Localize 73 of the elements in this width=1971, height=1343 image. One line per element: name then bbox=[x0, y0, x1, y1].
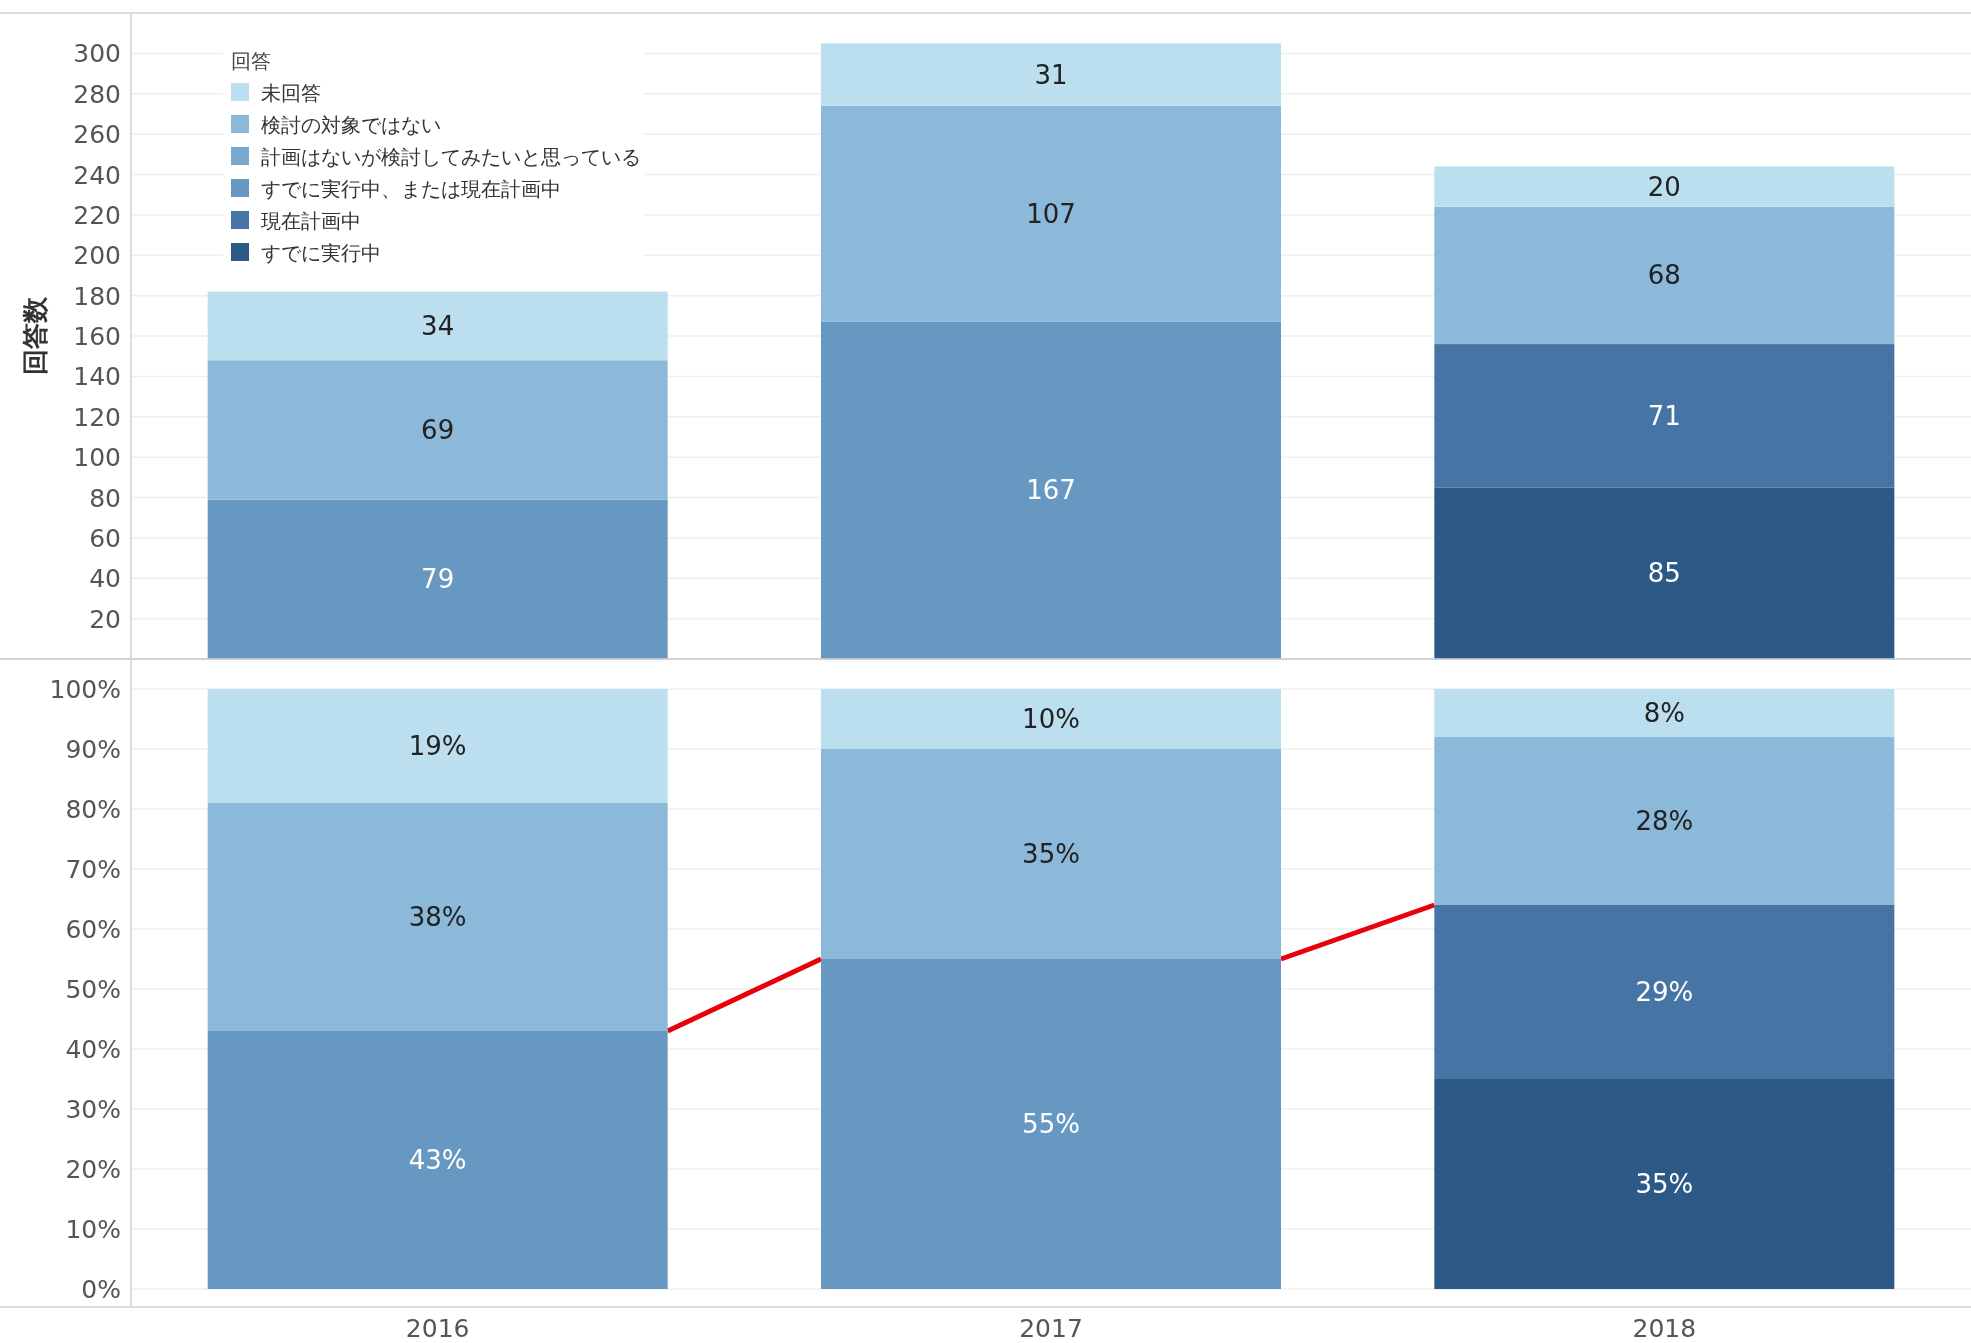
data-label: 107 bbox=[1026, 198, 1076, 229]
y-tick-label: 160 bbox=[73, 322, 121, 351]
y-tick-label: 20 bbox=[89, 604, 121, 634]
y-tick-label: 180 bbox=[73, 281, 121, 311]
data-label: 19% bbox=[408, 731, 467, 761]
y-tick-label: 40 bbox=[89, 564, 121, 594]
y-tick-label: 80% bbox=[65, 795, 121, 824]
bar bbox=[1434, 689, 1895, 737]
y-tick-label: 20% bbox=[65, 1155, 121, 1184]
y-tick-label: 70% bbox=[65, 855, 121, 884]
data-label: 28% bbox=[1635, 806, 1694, 836]
data-label: 34 bbox=[421, 310, 455, 341]
data-label: 35% bbox=[1635, 1169, 1694, 1199]
bar bbox=[207, 1031, 668, 1289]
legend-label: 未回答 bbox=[261, 81, 321, 105]
data-label: 31 bbox=[1034, 59, 1068, 90]
bar bbox=[1434, 344, 1895, 488]
bar bbox=[1434, 166, 1895, 207]
y-tick-label: 140 bbox=[73, 362, 121, 392]
legend-label: すでに実行中 bbox=[261, 241, 381, 265]
y-tick-label: 220 bbox=[73, 200, 121, 230]
bar bbox=[207, 360, 668, 500]
y-tick-label: 90% bbox=[65, 735, 121, 764]
y-tick-label: 40% bbox=[65, 1035, 121, 1064]
x-tick-label: 2016 bbox=[405, 1314, 470, 1343]
y-tick-label: 240 bbox=[73, 160, 121, 190]
data-label: 55% bbox=[1022, 1109, 1080, 1139]
data-label: 71 bbox=[1647, 400, 1681, 431]
y-tick-label: 280 bbox=[73, 79, 121, 109]
data-label: 68 bbox=[1647, 260, 1681, 291]
y-tick-label: 50% bbox=[65, 975, 121, 1004]
y-tick-label: 0% bbox=[81, 1275, 121, 1304]
legend-label: 検討の対象ではない bbox=[261, 113, 441, 137]
bar bbox=[1434, 1079, 1895, 1289]
bar bbox=[1434, 206, 1895, 345]
y-axis-title: 回答数 bbox=[20, 296, 50, 375]
y-tick-label: 80 bbox=[89, 483, 121, 513]
y-tick-label: 60 bbox=[89, 523, 121, 553]
bar bbox=[821, 689, 1281, 749]
data-label: 10% bbox=[1022, 704, 1080, 734]
data-label: 35% bbox=[1022, 839, 1080, 869]
bar bbox=[207, 291, 668, 361]
y-tick-label: 100% bbox=[49, 675, 121, 704]
data-label: 167 bbox=[1026, 475, 1076, 506]
data-label: 38% bbox=[408, 902, 467, 932]
bar bbox=[207, 689, 668, 803]
x-tick-label: 2017 bbox=[1019, 1314, 1083, 1343]
bar bbox=[821, 105, 1281, 322]
x-tick-label: 2018 bbox=[1632, 1314, 1697, 1343]
data-label: 69 bbox=[421, 414, 455, 445]
data-label: 85 bbox=[1647, 558, 1681, 589]
y-tick-label: 30% bbox=[65, 1095, 121, 1124]
bar bbox=[1434, 737, 1895, 905]
y-tick-label: 300 bbox=[73, 39, 121, 69]
y-tick-label: 200 bbox=[73, 241, 121, 271]
legend-label: 現在計画中 bbox=[261, 209, 361, 233]
y-tick-label: 10% bbox=[65, 1215, 121, 1244]
y-tick-label: 100 bbox=[73, 443, 121, 473]
data-label: 43% bbox=[408, 1145, 467, 1175]
legend-title: 回答 bbox=[231, 49, 271, 73]
y-tick-label: 260 bbox=[73, 120, 121, 150]
y-tick-label: 60% bbox=[65, 915, 121, 944]
data-label: 8% bbox=[1643, 698, 1685, 728]
legend-label: すでに実行中、または現在計画中 bbox=[261, 177, 561, 201]
legend-label: 計画はないが検討してみたいと思っている bbox=[261, 145, 641, 169]
data-label: 29% bbox=[1635, 977, 1694, 1007]
data-label: 79 bbox=[421, 564, 455, 595]
bar bbox=[207, 499, 668, 659]
bar bbox=[821, 43, 1281, 106]
y-tick-label: 120 bbox=[73, 402, 121, 432]
bar bbox=[1434, 487, 1895, 659]
bar bbox=[821, 321, 1281, 659]
data-label: 20 bbox=[1647, 171, 1681, 202]
